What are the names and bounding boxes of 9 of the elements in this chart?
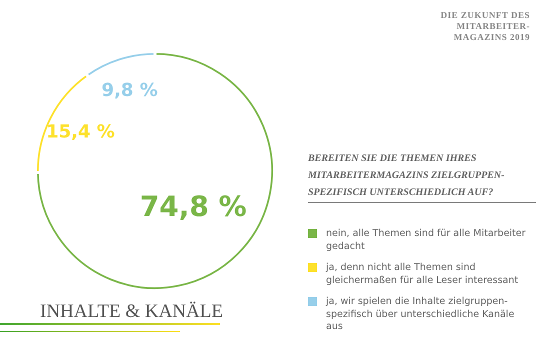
legend-label: ja, denn nicht alle Themen sind gleichermaßen für alle Leser interessant bbox=[326, 262, 520, 287]
text: INHALTE & KANÄLE bbox=[40, 301, 223, 323]
text: DIE ZUKUNFT DES MITARBEITER-MAGAZINS 2019 bbox=[440, 10, 530, 43]
data-label: 74,8 % bbox=[140, 190, 247, 224]
legend-label: ja, wir spielen die Inhalte zielgruppen-spezifisch über unterschiedliche Kanäle aus bbox=[326, 296, 516, 334]
text: BEREITEN SIE DIE THEMEN IHRES MITARBEITERMAGAZINS ZIELGRUPPEN-SPEZIFISCH UNTERSCHIEDLICH AUF? bbox=[308, 150, 536, 203]
data-label: 15,4 % bbox=[46, 122, 115, 143]
legend-label: nein, alle Themen sind für alle Mitarbeiter gedacht bbox=[326, 228, 527, 253]
data-label: 9,8 % bbox=[102, 80, 158, 101]
